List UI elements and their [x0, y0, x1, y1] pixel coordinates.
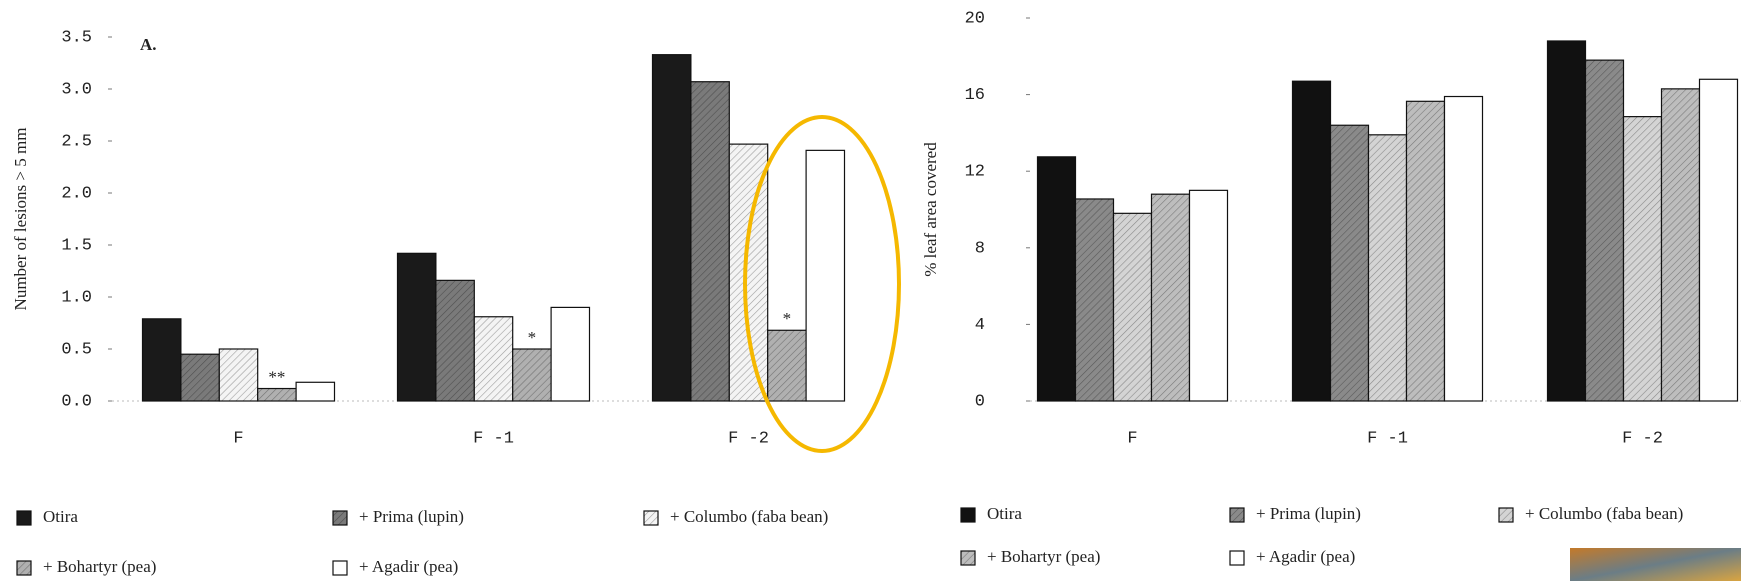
legend-label: + Columbo (faba bean) — [1525, 504, 1683, 523]
y-axis-label: Number of lesions > 5 mm — [11, 128, 30, 311]
bar-texture — [1585, 60, 1624, 401]
x-tick-label: F -1 — [1367, 429, 1408, 448]
bar — [1443, 95, 1484, 402]
legend-texture — [333, 511, 347, 525]
annotation: * — [783, 309, 792, 328]
bar — [1546, 40, 1587, 402]
y-tick-label: 8 — [975, 239, 985, 258]
bar — [651, 54, 692, 402]
legend-texture — [1499, 508, 1513, 522]
y-axis-label: % leaf area covered — [921, 142, 940, 277]
y-tick-label: 0 — [975, 392, 985, 411]
x-tick-label: F -1 — [473, 429, 514, 448]
bar-texture — [1075, 198, 1114, 401]
bar-texture — [1661, 88, 1700, 401]
y-tick-label: 3.5 — [61, 28, 92, 47]
legend-swatch — [332, 560, 348, 576]
bar-texture — [1406, 101, 1445, 402]
bar — [1698, 78, 1739, 402]
y-tick-label: 3.0 — [61, 80, 92, 99]
bar — [1188, 189, 1229, 402]
bar-texture — [474, 316, 513, 401]
y-tick-label: 1.5 — [61, 236, 92, 255]
bar-texture — [767, 330, 807, 401]
legend-label: + Agadir (pea) — [359, 557, 458, 576]
bar — [295, 381, 336, 402]
legend-label: Otira — [987, 504, 1022, 523]
bar-texture — [690, 81, 730, 401]
legend-label: + Prima (lupin) — [1256, 504, 1361, 523]
y-tick-label: 2.0 — [61, 184, 92, 203]
bar-texture — [1623, 116, 1662, 401]
legend-label: Otira — [43, 507, 78, 526]
legend-texture — [1230, 508, 1244, 522]
legend-swatch — [1229, 550, 1245, 566]
legend-label: + Bohartyr (pea) — [987, 547, 1100, 566]
legend-label: + Columbo (faba bean) — [670, 507, 828, 526]
bar — [805, 149, 846, 402]
bar-texture — [219, 349, 258, 401]
legend-texture — [644, 511, 658, 525]
y-tick-label: 0.0 — [61, 392, 92, 411]
bar-texture — [257, 388, 297, 401]
x-tick-label: F — [1127, 429, 1137, 448]
annotation: ** — [268, 367, 285, 386]
legend-texture — [961, 551, 975, 565]
legend-swatch — [16, 510, 32, 526]
legend-swatch — [960, 507, 976, 523]
bar-texture — [1368, 134, 1407, 401]
x-tick-label: F -2 — [728, 429, 769, 448]
annotation: * — [528, 328, 537, 347]
y-tick-label: 20 — [965, 9, 985, 28]
bar-texture — [1151, 194, 1190, 401]
y-tick-label: 2.5 — [61, 132, 92, 151]
bar-texture — [1330, 125, 1369, 402]
highlight-ellipse — [743, 115, 901, 453]
y-tick-label: 1.0 — [61, 288, 92, 307]
bar — [396, 252, 437, 402]
bar-texture — [180, 354, 220, 401]
photo-corner — [1570, 548, 1741, 581]
legend-label: + Bohartyr (pea) — [43, 557, 156, 576]
legend-label: + Prima (lupin) — [359, 507, 464, 526]
bar — [1036, 156, 1077, 402]
y-tick-label: 12 — [965, 163, 985, 182]
y-tick-label: 0.5 — [61, 340, 92, 359]
legend-label: + Agadir (pea) — [1256, 547, 1355, 566]
legend-texture — [17, 561, 31, 575]
y-tick-label: 4 — [975, 316, 985, 335]
bar — [1291, 80, 1332, 402]
bar-texture — [512, 349, 552, 401]
y-tick-label: 16 — [965, 86, 985, 105]
chart-title: A. — [140, 35, 157, 54]
bar — [550, 306, 591, 402]
bar — [141, 318, 182, 402]
bar-texture — [435, 280, 475, 401]
bar-texture — [1113, 213, 1152, 401]
x-tick-label: F -2 — [1622, 429, 1663, 448]
x-tick-label: F — [233, 429, 243, 448]
